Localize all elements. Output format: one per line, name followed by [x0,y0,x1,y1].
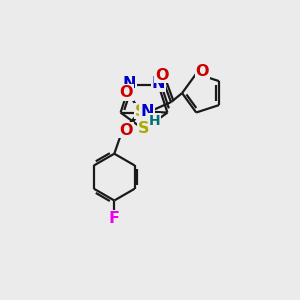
Text: N: N [152,76,165,91]
Text: O: O [155,68,169,82]
Text: O: O [119,85,133,100]
Text: H: H [149,114,160,128]
Text: N: N [140,103,154,118]
Text: O: O [196,64,209,79]
Text: F: F [109,211,120,226]
Text: S: S [138,121,150,136]
Text: S: S [135,103,146,118]
Text: N: N [123,76,136,91]
Text: O: O [119,122,133,137]
